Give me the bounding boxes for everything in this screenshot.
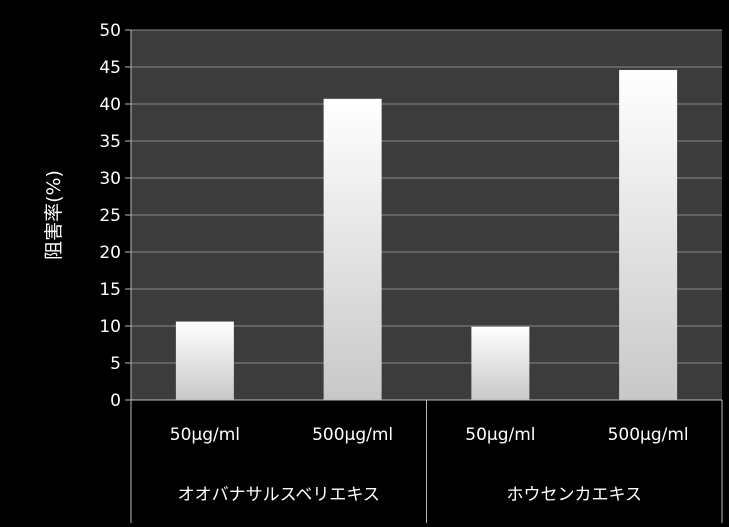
bar (175, 321, 234, 400)
y-tick-label: 40 (99, 95, 121, 115)
y-axis-label: 阻害率(%) (43, 170, 65, 260)
y-tick-label: 0 (110, 391, 121, 411)
group-label: オオバナサルスベリエキス (178, 485, 380, 505)
y-tick-labels: 0 5 10 15 20 25 30 35 40 45 50 (99, 21, 121, 411)
category-label: 50µg/ml (465, 425, 535, 445)
y-tick-label: 50 (99, 21, 121, 41)
category-label: 500µg/ml (608, 425, 689, 445)
category-label: 500µg/ml (312, 425, 393, 445)
axes (130, 30, 723, 523)
y-tick-label: 35 (99, 132, 121, 152)
category-labels: 50µg/ml 500µg/ml オオバナサルスベリエキス 50µg/ml 500µg/… (170, 425, 689, 505)
category-label: 50µg/ml (170, 425, 240, 445)
y-tick-label: 15 (99, 280, 121, 300)
bar (323, 98, 382, 400)
bar (619, 69, 678, 401)
bar (471, 326, 530, 400)
y-tick-label: 5 (110, 354, 121, 374)
y-tick-label: 30 (99, 169, 121, 189)
bars (175, 69, 678, 401)
y-tick-label: 20 (99, 243, 121, 263)
y-tick-label: 45 (99, 58, 121, 78)
y-tick-label: 10 (99, 317, 121, 337)
group-label: ホウセンカエキス (507, 485, 643, 505)
y-tick-label: 25 (99, 206, 121, 226)
